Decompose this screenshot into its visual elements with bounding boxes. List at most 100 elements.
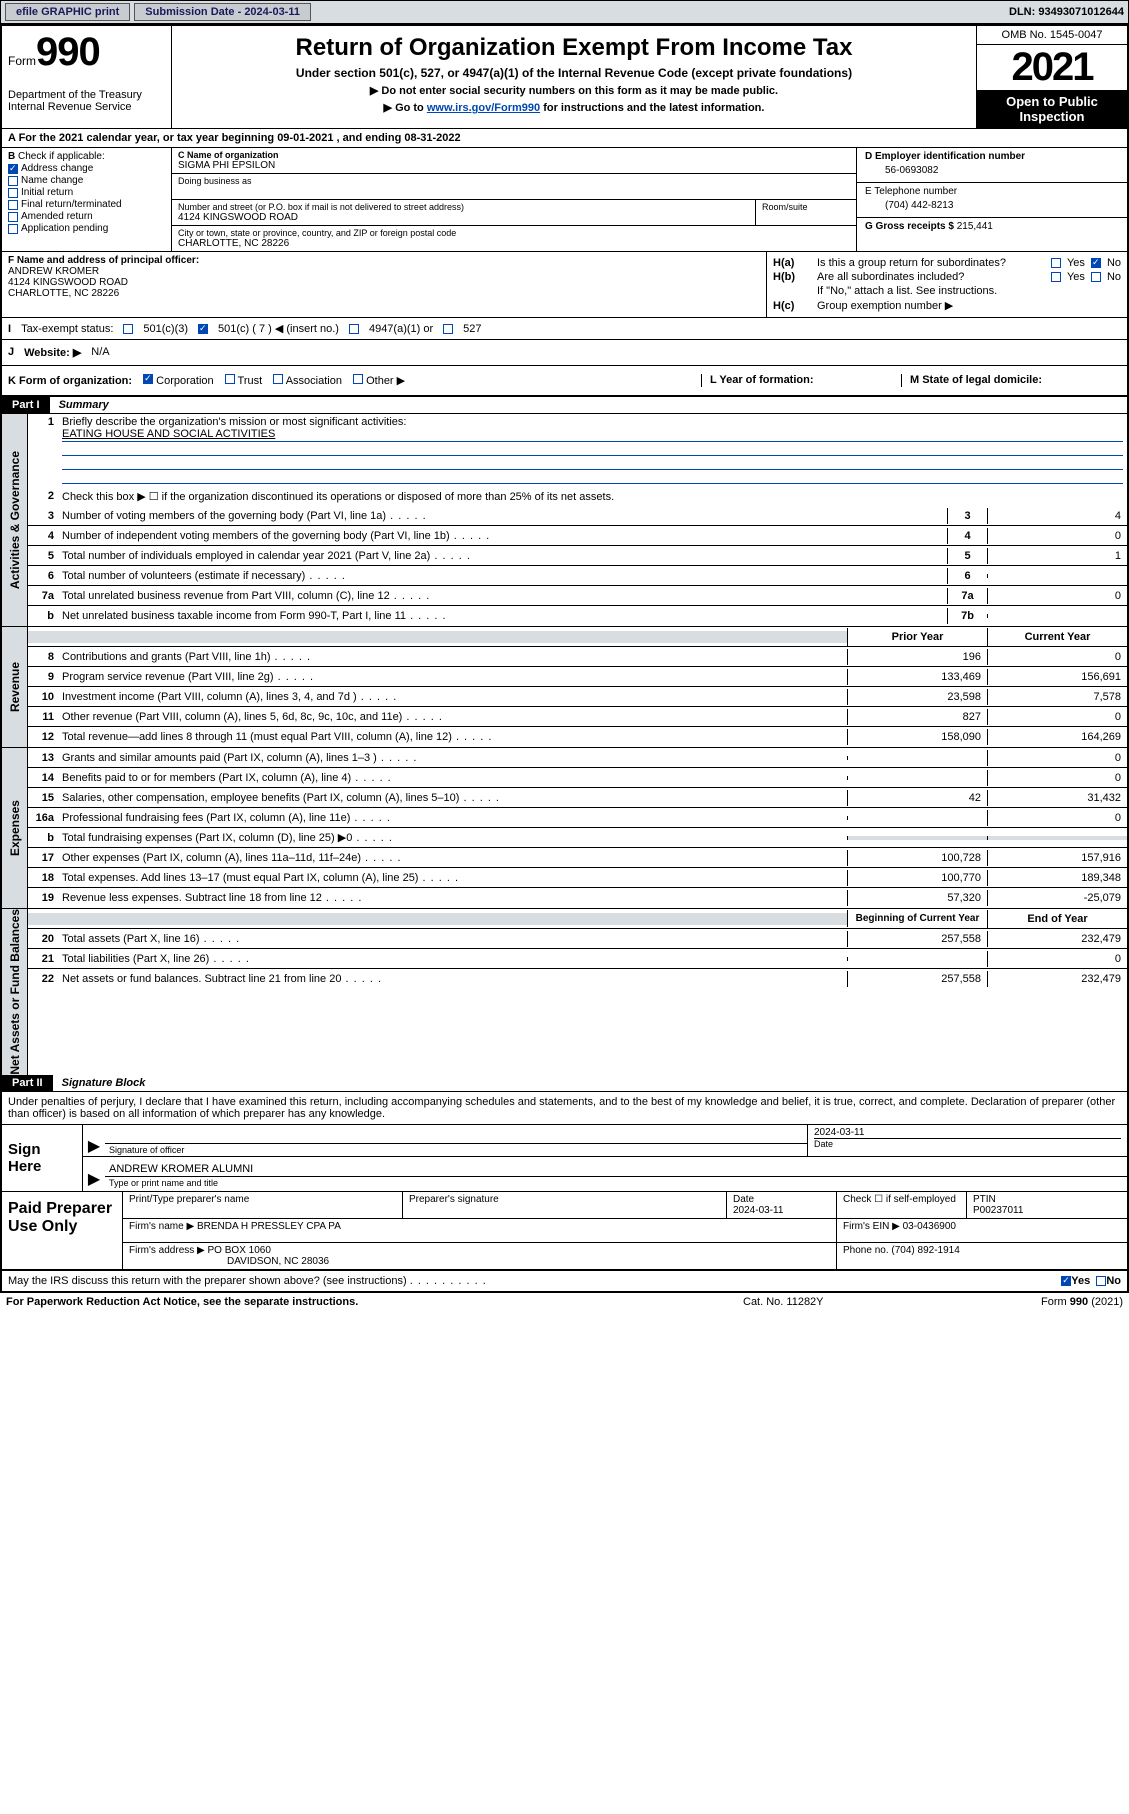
k-checkbox-3[interactable] bbox=[353, 374, 363, 384]
hb-yes-checkbox[interactable] bbox=[1051, 272, 1061, 282]
irs-link[interactable]: www.irs.gov/Form990 bbox=[427, 102, 540, 114]
line1-label: Briefly describe the organization's miss… bbox=[62, 416, 1123, 428]
colb-checkbox-4[interactable] bbox=[8, 212, 18, 222]
ptin-value: P00237011 bbox=[973, 1205, 1121, 1216]
gov-line-4: 4Number of independent voting members of… bbox=[28, 526, 1127, 546]
ha-yes-checkbox[interactable] bbox=[1051, 258, 1061, 268]
colb-checkbox-1[interactable] bbox=[8, 176, 18, 186]
instr-pre: Go to bbox=[395, 102, 427, 114]
colb-checkbox-0[interactable] bbox=[8, 164, 18, 174]
sign-here-label: Sign Here bbox=[2, 1125, 82, 1191]
colb-check-1[interactable]: Name change bbox=[8, 175, 165, 186]
dept-treasury: Department of the Treasury bbox=[8, 89, 165, 101]
501c-checkbox[interactable] bbox=[198, 324, 208, 334]
page-footer: For Paperwork Reduction Act Notice, see … bbox=[0, 1293, 1129, 1311]
firm-phone-value: (704) 892-1914 bbox=[891, 1245, 959, 1256]
colb-check-4[interactable]: Amended return bbox=[8, 211, 165, 222]
k-checkbox-1[interactable] bbox=[225, 374, 235, 384]
side-expenses: Expenses bbox=[8, 800, 22, 856]
hc-text: Group exemption number ▶ bbox=[817, 299, 953, 312]
line-11: 11Other revenue (Part VIII, column (A), … bbox=[28, 707, 1127, 727]
colb-label-5: Application pending bbox=[21, 223, 108, 234]
line-10: 10Investment income (Part VIII, column (… bbox=[28, 687, 1127, 707]
firm-addr1-value: PO BOX 1060 bbox=[208, 1245, 271, 1256]
colb-check-2[interactable]: Initial return bbox=[8, 187, 165, 198]
form-ref: Form 990 (2021) bbox=[943, 1296, 1123, 1308]
part1-title: Summary bbox=[53, 399, 109, 411]
colb-checkbox-2[interactable] bbox=[8, 188, 18, 198]
colb-label-4: Amended return bbox=[21, 211, 93, 222]
part2-header: Part II bbox=[2, 1075, 53, 1091]
line-18: 18Total expenses. Add lines 13–17 (must … bbox=[28, 868, 1127, 888]
line-13: 13Grants and similar amounts paid (Part … bbox=[28, 748, 1127, 768]
k-label-1: Trust bbox=[235, 375, 266, 387]
ha-no-checkbox[interactable] bbox=[1091, 258, 1101, 268]
form-subtitle: Under section 501(c), 527, or 4947(a)(1)… bbox=[178, 66, 970, 80]
sig-name-label: Type or print name and title bbox=[105, 1176, 1127, 1189]
submission-date-button[interactable]: Submission Date - 2024-03-11 bbox=[134, 3, 311, 21]
colb-check-5[interactable]: Application pending bbox=[8, 223, 165, 234]
k-label-0: Corporation bbox=[153, 375, 217, 387]
dept-irs: Internal Revenue Service bbox=[8, 101, 165, 113]
firm-ein-label: Firm's EIN ▶ bbox=[843, 1221, 900, 1232]
cat-number: Cat. No. 11282Y bbox=[743, 1296, 943, 1308]
firm-addr-label: Firm's address ▶ bbox=[129, 1245, 205, 1256]
line-22: 22Net assets or fund balances. Subtract … bbox=[28, 969, 1127, 989]
instr-link: Go to www.irs.gov/Form990 for instructio… bbox=[178, 97, 970, 114]
no-label-3: No bbox=[1106, 1275, 1121, 1287]
state-domicile-label: M State of legal domicile: bbox=[910, 374, 1042, 386]
line-12: 12Total revenue—add lines 8 through 11 (… bbox=[28, 727, 1127, 747]
501c3-checkbox[interactable] bbox=[123, 324, 133, 334]
k-checkbox-0[interactable] bbox=[143, 374, 153, 384]
prior-year-header: Prior Year bbox=[847, 628, 987, 646]
opt-4947: 4947(a)(1) or bbox=[369, 323, 433, 335]
form-org-label: K Form of organization: bbox=[8, 375, 132, 387]
line-21: 21Total liabilities (Part X, line 26)0 bbox=[28, 949, 1127, 969]
form-number: 990 bbox=[36, 30, 100, 75]
hb-no-checkbox[interactable] bbox=[1091, 272, 1101, 282]
gov-line-6: 6Total number of volunteers (estimate if… bbox=[28, 566, 1127, 586]
ha-text: Is this a group return for subordinates? bbox=[817, 257, 1045, 269]
colb-label-0: Address change bbox=[21, 163, 93, 174]
org-name: SIGMA PHI EPSILON bbox=[178, 160, 850, 171]
part1-header: Part I bbox=[2, 397, 50, 413]
colb-check-0[interactable]: Address change bbox=[8, 163, 165, 174]
city-state-zip: CHARLOTTE, NC 28226 bbox=[178, 238, 850, 249]
street-address: 4124 KINGSWOOD ROAD bbox=[178, 212, 749, 223]
side-governance: Activities & Governance bbox=[8, 451, 22, 589]
line-14: 14Benefits paid to or for members (Part … bbox=[28, 768, 1127, 788]
line-17: 17Other expenses (Part IX, column (A), l… bbox=[28, 848, 1127, 868]
tax-year: 2021 bbox=[977, 45, 1127, 90]
room-label: Room/suite bbox=[762, 202, 850, 212]
ptin-header: PTIN bbox=[973, 1194, 1121, 1205]
colb-label-3: Final return/terminated bbox=[21, 199, 122, 210]
k-checkbox-2[interactable] bbox=[273, 374, 283, 384]
line-20: 20Total assets (Part X, line 16)257,5582… bbox=[28, 929, 1127, 949]
instr-ssn: Do not enter social security numbers on … bbox=[178, 80, 970, 97]
k-label-2: Association bbox=[283, 375, 345, 387]
line-19: 19Revenue less expenses. Subtract line 1… bbox=[28, 888, 1127, 908]
colb-label-1: Name change bbox=[21, 175, 83, 186]
no-label: No bbox=[1107, 257, 1121, 269]
irs-no-checkbox[interactable] bbox=[1096, 1276, 1106, 1286]
opt-527: 527 bbox=[463, 323, 481, 335]
colb-check-3[interactable]: Final return/terminated bbox=[8, 199, 165, 210]
dln-text: DLN: 93493071012644 bbox=[1009, 6, 1124, 18]
prep-name-header: Print/Type preparer's name bbox=[123, 1192, 403, 1218]
form-label: Form bbox=[8, 54, 36, 68]
efile-button[interactable]: efile GRAPHIC print bbox=[5, 3, 130, 21]
no-label-2: No bbox=[1107, 271, 1121, 283]
yes-label-3: Yes bbox=[1071, 1275, 1090, 1287]
form-header: Form 990 Department of the Treasury Inte… bbox=[2, 26, 1127, 129]
yes-label-2: Yes bbox=[1067, 271, 1085, 283]
line2-text: Check this box ▶ ☐ if the organization d… bbox=[58, 488, 1127, 505]
irs-yes-checkbox[interactable] bbox=[1061, 1276, 1071, 1286]
sig-arrow-icon-2: ▶ bbox=[83, 1157, 105, 1189]
colb-checkbox-3[interactable] bbox=[8, 200, 18, 210]
colb-checkbox-5[interactable] bbox=[8, 224, 18, 234]
527-checkbox[interactable] bbox=[443, 324, 453, 334]
part2-title: Signature Block bbox=[56, 1077, 146, 1089]
4947-checkbox[interactable] bbox=[349, 324, 359, 334]
side-netassets: Net Assets or Fund Balances bbox=[8, 909, 22, 1075]
firm-phone-label: Phone no. bbox=[843, 1245, 889, 1256]
